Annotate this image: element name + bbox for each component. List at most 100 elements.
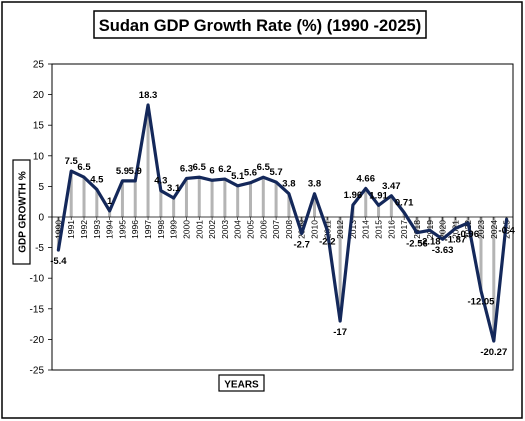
x-tick-label-1993: 1993 xyxy=(92,220,102,239)
data-label-2006: 6.5 xyxy=(257,162,271,173)
data-label-1994: 1 xyxy=(107,196,113,207)
bar-2015 xyxy=(377,205,381,217)
data-label-2003: 6.2 xyxy=(218,164,231,175)
x-tick-label-1994: 1994 xyxy=(105,220,115,239)
bar-2021 xyxy=(453,217,457,229)
bar-2003 xyxy=(223,179,227,217)
data-label-1992: 6.5 xyxy=(77,162,91,173)
bar-2004 xyxy=(236,185,240,217)
x-tick-label-2010: 2010 xyxy=(310,220,320,239)
data-label-2022: -0.96 xyxy=(457,229,479,240)
x-tick-label-1991: 1991 xyxy=(66,220,76,239)
data-label-2005: 5.6 xyxy=(244,168,257,179)
data-label-2002: 6 xyxy=(209,165,214,176)
x-tick-label-2006: 2006 xyxy=(258,220,268,239)
y-tick-label: -15 xyxy=(30,304,45,315)
x-axis-label: YEARS xyxy=(224,380,259,391)
data-label-1998: 4.3 xyxy=(154,176,167,187)
x-tick-label-2014: 2014 xyxy=(361,220,371,239)
data-label-1997: 18.3 xyxy=(139,90,158,101)
data-label-2012: -17 xyxy=(333,327,347,338)
data-label-1995: 5.9 xyxy=(116,166,129,177)
x-tick-label-1998: 1998 xyxy=(156,220,166,239)
x-tick-label-2008: 2008 xyxy=(284,220,294,239)
y-tick-label: -5 xyxy=(35,243,44,254)
data-label-1991: 7.5 xyxy=(65,156,79,167)
data-label-2000: 6.3 xyxy=(180,163,193,174)
x-axis-label-box xyxy=(218,374,265,392)
bar-1992 xyxy=(82,177,86,217)
data-label-2024: -20.27 xyxy=(480,347,507,358)
data-label-2023: -12.05 xyxy=(468,297,496,308)
bar-2016 xyxy=(389,195,393,217)
x-tick-label-2001: 2001 xyxy=(194,220,204,239)
y-tick-label: -20 xyxy=(30,335,45,346)
bar-1997 xyxy=(146,105,150,217)
bar-1999 xyxy=(172,198,176,217)
x-tick-label-2023: 2023 xyxy=(476,220,486,239)
x-tick-label-1996: 1996 xyxy=(130,220,140,239)
bar-2006 xyxy=(261,177,265,217)
bar-1995 xyxy=(120,180,124,217)
bar-2024 xyxy=(492,217,496,342)
x-tick-label-2002: 2002 xyxy=(207,220,217,239)
data-label-2021: -1.87 xyxy=(445,234,467,245)
x-tick-label-2004: 2004 xyxy=(233,220,243,239)
x-tick-label-1990: 1990 xyxy=(53,220,63,239)
data-label-1990: -5.4 xyxy=(50,256,67,267)
bar-2010 xyxy=(313,193,317,217)
bar-2001 xyxy=(197,177,201,217)
x-tick-label-1992: 1992 xyxy=(79,220,89,239)
bar-1993 xyxy=(95,189,99,217)
x-tick-label-2000: 2000 xyxy=(181,220,191,239)
bar-1996 xyxy=(133,180,137,217)
x-tick-label-2012: 2012 xyxy=(335,220,345,239)
data-label-2015: 1.91 xyxy=(369,190,388,201)
x-tick-label-1995: 1995 xyxy=(117,220,127,239)
data-label-2001: 6.5 xyxy=(193,162,207,173)
bar-2019 xyxy=(428,217,432,231)
bar-2014 xyxy=(364,188,368,217)
title-box xyxy=(93,10,427,39)
x-tick-label-1997: 1997 xyxy=(143,220,153,239)
data-label-1996: 5.9 xyxy=(129,166,142,177)
x-tick-label-2018: 2018 xyxy=(412,220,422,239)
x-tick-label-2005: 2005 xyxy=(245,220,255,239)
bar-1991 xyxy=(69,171,73,217)
data-label-2017: 0.71 xyxy=(395,198,414,209)
data-label-2011: -2.2 xyxy=(319,236,335,247)
data-label-1999: 3.1 xyxy=(167,183,181,194)
x-tick-label-2007: 2007 xyxy=(271,220,281,239)
data-label-2016: 3.47 xyxy=(382,181,401,192)
bar-series xyxy=(56,105,509,342)
x-tick-label-2013: 2013 xyxy=(348,220,358,239)
chart-title: Sudan GDP Growth Rate (%) (1990 -2025) xyxy=(99,17,421,35)
y-tick-label: 5 xyxy=(38,182,44,193)
gdp-growth-line xyxy=(56,103,509,343)
x-tick-label-2017: 2017 xyxy=(399,220,409,239)
bar-2020 xyxy=(441,217,445,240)
bar-1994 xyxy=(108,210,112,217)
bar-2012 xyxy=(338,217,342,322)
x-tick-label-2003: 2003 xyxy=(220,220,230,239)
y-tick-label: -25 xyxy=(30,366,45,377)
y-tick-label: 25 xyxy=(33,60,45,71)
bar-2023 xyxy=(479,217,483,291)
bar-2002 xyxy=(210,180,214,217)
data-label-2019: -2.18 xyxy=(419,236,441,247)
y-tick-label: -10 xyxy=(30,274,45,285)
bar-1998 xyxy=(159,190,163,217)
bar-2009 xyxy=(300,217,304,234)
x-tick-label-2015: 2015 xyxy=(374,220,384,239)
y-tick-label: 10 xyxy=(33,151,45,162)
data-label-2013: 1.96 xyxy=(344,190,363,201)
data-label-2025: -0.4 xyxy=(498,225,515,236)
bar-2008 xyxy=(287,193,291,217)
bar-2011 xyxy=(325,217,329,231)
y-tick-label: 20 xyxy=(33,90,45,101)
bar-2000 xyxy=(184,178,188,217)
x-tick-label-1999: 1999 xyxy=(169,220,179,239)
data-label-2014: 4.66 xyxy=(356,173,375,184)
bar-2018 xyxy=(415,217,419,233)
